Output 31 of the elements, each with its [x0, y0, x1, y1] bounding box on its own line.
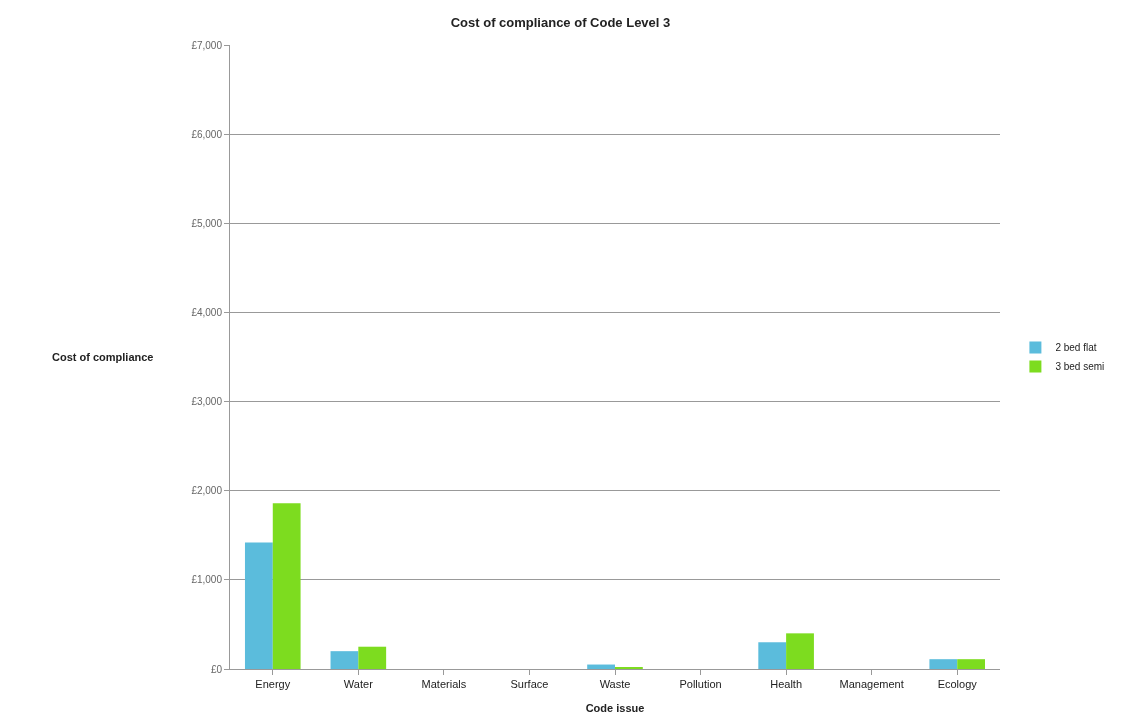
y-tick-label: £5,000 — [191, 217, 223, 229]
x-tick-label: Water — [343, 678, 374, 691]
y-tick-label: £4,000 — [191, 306, 223, 318]
x-tick-label: Materials — [421, 678, 467, 691]
bar — [587, 664, 615, 669]
x-tick-label: Energy — [255, 678, 291, 691]
bar — [272, 503, 301, 669]
y-tick-label: £2,000 — [191, 485, 223, 497]
y-tick-label: £7,000 — [191, 39, 223, 51]
x-tick-label: Management — [839, 678, 904, 691]
bar — [786, 633, 814, 669]
bar — [929, 659, 958, 669]
x-tick-label: Waste — [599, 678, 631, 691]
legend-label: 3 bed semi — [1055, 361, 1105, 373]
bar — [330, 651, 359, 669]
bar — [244, 542, 273, 669]
x-tick-label: Health — [770, 678, 803, 691]
bar — [758, 642, 787, 669]
bar — [358, 646, 387, 669]
y-axis-title: Cost of compliance — [52, 351, 154, 363]
bar — [957, 659, 986, 669]
x-tick-label: Surface — [510, 678, 549, 691]
chart-title: Cost of compliance of Code Level 3 — [450, 15, 671, 31]
x-tick-label: Ecology — [937, 678, 978, 691]
legend-label: 2 bed flat — [1055, 342, 1097, 354]
x-axis-title: Code issue — [585, 702, 645, 715]
x-tick-label: Pollution — [679, 678, 722, 691]
y-tick-label: £6,000 — [191, 128, 223, 140]
y-tick-label: £3,000 — [191, 396, 223, 408]
y-tick-label: £0 — [210, 663, 223, 675]
y-tick-label: £1,000 — [191, 574, 223, 586]
